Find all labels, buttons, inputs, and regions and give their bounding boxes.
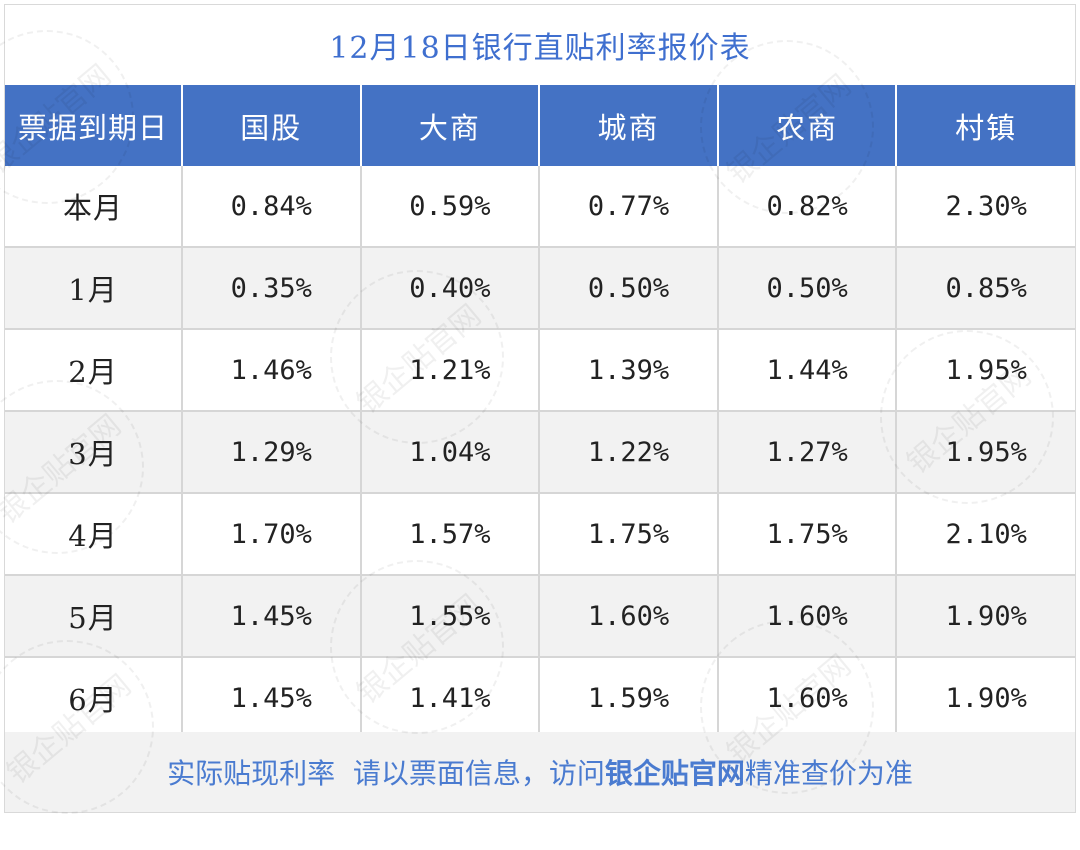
rate-cell: 1.90% <box>895 657 1075 740</box>
rate-cell: 1.75% <box>538 493 719 576</box>
table-row: 1月 0.35% 0.40% 0.50% 0.50% 0.85% <box>5 247 1075 330</box>
rate-cell: 0.40% <box>359 247 541 330</box>
table-row: 2月 1.46% 1.21% 1.39% 1.44% 1.95% <box>5 329 1075 412</box>
rate-cell: 1.21% <box>359 329 541 412</box>
footer-brand: 银企贴官网 <box>604 757 745 790</box>
rate-cell: 1.60% <box>716 575 898 658</box>
header-chengshang: 城商 <box>538 85 719 166</box>
table-row: 本月 0.84% 0.59% 0.77% 0.82% 2.30% <box>5 166 1075 248</box>
rate-cell: 2.10% <box>895 493 1075 576</box>
maturity-cell: 本月 <box>5 166 183 248</box>
header-cunzhen: 村镇 <box>895 85 1075 166</box>
maturity-cell: 2月 <box>5 329 183 412</box>
rate-cell: 0.50% <box>538 247 719 330</box>
rate-cell: 1.45% <box>181 575 362 658</box>
header-guogu: 国股 <box>181 85 362 166</box>
rate-cell: 0.84% <box>181 166 362 248</box>
rate-cell: 1.90% <box>895 575 1075 658</box>
rate-cell: 1.55% <box>359 575 541 658</box>
rate-cell: 1.41% <box>359 657 541 740</box>
table-row: 6月 1.45% 1.41% 1.59% 1.60% 1.90% <box>5 657 1075 740</box>
rate-cell: 1.27% <box>716 411 898 494</box>
rate-cell: 0.85% <box>895 247 1075 330</box>
header-row: 票据到期日 国股 大商 城商 农商 村镇 <box>5 85 1075 166</box>
maturity-cell: 1月 <box>5 247 183 330</box>
rate-cell: 0.35% <box>181 247 362 330</box>
footer-text-after: 精准查价为准 <box>744 757 913 790</box>
header-maturity: 票据到期日 <box>5 85 183 166</box>
maturity-cell: 3月 <box>5 411 183 494</box>
rate-cell: 1.60% <box>716 657 898 740</box>
maturity-cell: 4月 <box>5 493 183 576</box>
maturity-cell: 6月 <box>5 657 183 740</box>
rate-table-body: 本月 0.84% 0.59% 0.77% 0.82% 2.30% 1月 0.35% 0.40% 0… <box>5 166 1075 740</box>
rate-cell: 0.50% <box>716 247 898 330</box>
rate-cell: 1.70% <box>181 493 362 576</box>
rate-table: 票据到期日 国股 大商 城商 农商 村镇 本月 0.84% 0.59% 0.77% 0.… <box>5 85 1075 740</box>
rate-cell: 1.39% <box>538 329 719 412</box>
rate-cell: 1.59% <box>538 657 719 740</box>
rate-cell: 1.75% <box>716 493 898 576</box>
rate-cell: 1.29% <box>181 411 362 494</box>
table-title: 12月18日银行直贴利率报价表 <box>329 31 751 66</box>
table-frame <box>4 4 1076 813</box>
rate-cell: 1.45% <box>181 657 362 740</box>
rate-cell: 1.46% <box>181 329 362 412</box>
rate-cell: 1.95% <box>895 411 1075 494</box>
rate-cell: 1.95% <box>895 329 1075 412</box>
rate-cell: 0.77% <box>538 166 719 248</box>
header-dashang: 大商 <box>359 85 541 166</box>
rate-cell: 1.57% <box>359 493 541 576</box>
maturity-cell: 5月 <box>5 575 183 658</box>
table-row: 4月 1.70% 1.57% 1.75% 1.75% 2.10% <box>5 493 1075 576</box>
table-row: 5月 1.45% 1.55% 1.60% 1.60% 1.90% <box>5 575 1075 658</box>
rate-cell: 0.59% <box>359 166 541 248</box>
rate-cell: 1.04% <box>359 411 541 494</box>
rate-cell: 2.30% <box>895 166 1075 248</box>
rate-cell: 1.22% <box>538 411 719 494</box>
rate-cell: 1.44% <box>716 329 898 412</box>
header-nongshang: 农商 <box>716 85 898 166</box>
table-row: 3月 1.29% 1.04% 1.22% 1.27% 1.95% <box>5 411 1075 494</box>
footer-text-before: 实际贴现利率 请以票面信息，访问 <box>167 757 605 790</box>
rate-cell: 1.60% <box>538 575 719 658</box>
rate-cell: 0.82% <box>716 166 898 248</box>
footer-note: 实际贴现利率 请以票面信息，访问 银企贴官网 精准查价为准 <box>5 732 1075 812</box>
